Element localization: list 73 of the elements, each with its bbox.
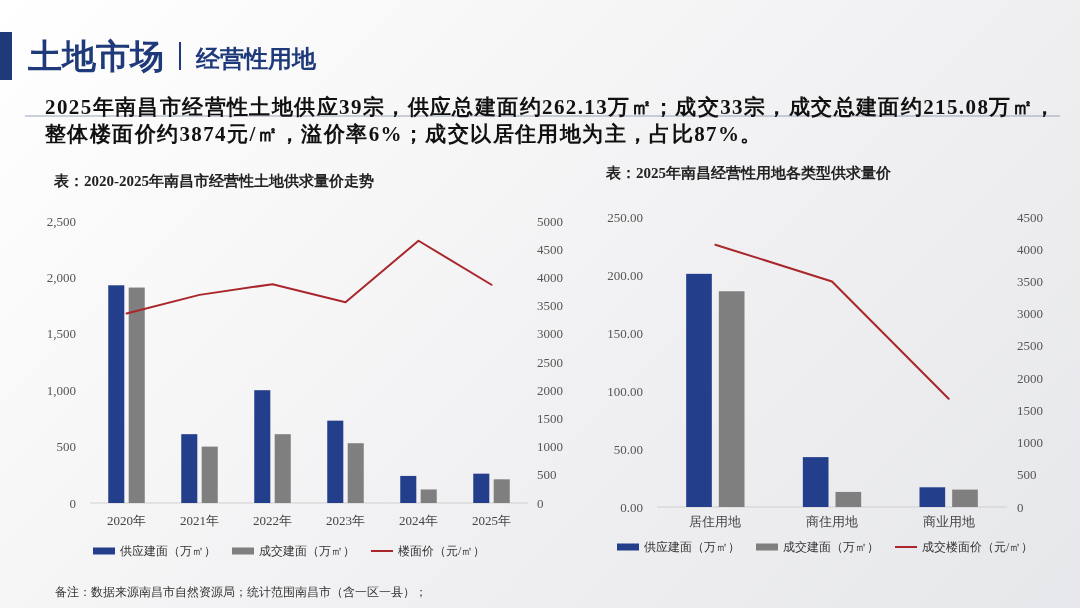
bar xyxy=(327,420,344,503)
legend-label: 成交建面（万㎡） xyxy=(259,544,355,559)
text: 经营性用地 xyxy=(195,46,317,72)
y2-tick-label: 4000 xyxy=(537,269,563,285)
y-tick-label: 1,000 xyxy=(46,382,76,398)
bar xyxy=(952,489,978,507)
x-tick-label: 商业用地 xyxy=(922,514,975,529)
y-tick-label: 500 xyxy=(56,439,76,455)
bar xyxy=(919,487,946,507)
y2-tick-label: 3000 xyxy=(537,326,563,342)
legend-label: 成交楼面价（元/㎡） xyxy=(922,540,1034,555)
y2-tick-label: 4000 xyxy=(1017,241,1043,257)
bar xyxy=(802,457,829,507)
legend-label: 供应建面（万㎡） xyxy=(644,540,740,555)
y2-tick-label: 5000 xyxy=(537,213,563,229)
x-tick-label: 2020年 xyxy=(107,513,146,528)
y-tick-label: 150.00 xyxy=(607,325,643,341)
y-tick-label: 2,000 xyxy=(46,269,76,285)
y-tick-label: 0 xyxy=(69,495,76,511)
text: 备注：数据来源南昌市自然资源局；统计范围南昌市（含一区一县）； xyxy=(55,585,427,599)
y2-tick-label: 500 xyxy=(1017,467,1037,483)
bar xyxy=(420,489,437,503)
legend-label: 供应建面（万㎡） xyxy=(120,544,216,559)
x-tick-label: 2022年 xyxy=(253,513,292,528)
legend-label: 楼面价（元/㎡） xyxy=(398,544,486,559)
text: 土地市场 xyxy=(27,38,164,75)
line-series xyxy=(125,239,493,315)
bar xyxy=(835,491,862,507)
bar xyxy=(254,390,271,503)
bar xyxy=(128,287,145,503)
x-tick-label: 2024年 xyxy=(399,513,438,528)
x-tick-label: 2025年 xyxy=(472,513,511,528)
y-tick-label: 0.00 xyxy=(620,499,643,515)
x-tick-label: 居住用地 xyxy=(689,514,742,529)
bar xyxy=(181,434,198,503)
bar xyxy=(718,291,745,507)
text: 2025年南昌市经营性土地供应39宗，供应总建面约262.13万㎡；成交33宗，成交总建面约215.08万㎡，整体楼面价约3874元/㎡，溢价率6%；成交以居住用地为主，占比87%。 xyxy=(44,95,1057,146)
y2-tick-label: 0 xyxy=(537,495,544,511)
y2-tick-label: 4500 xyxy=(537,241,563,257)
x-tick-label: 2023年 xyxy=(326,513,365,528)
y-tick-label: 50.00 xyxy=(613,441,643,457)
legend-label: 成交建面（万㎡） xyxy=(783,540,879,555)
y-tick-label: 2,500 xyxy=(46,213,76,229)
y2-tick-label: 3500 xyxy=(1017,273,1043,289)
y-tick-label: 250.00 xyxy=(607,209,643,225)
y2-tick-label: 3000 xyxy=(1017,306,1043,322)
x-tick-label: 商住用地 xyxy=(806,514,858,529)
y2-tick-label: 1000 xyxy=(1017,435,1043,451)
bar xyxy=(347,443,364,503)
y-tick-label: 1,500 xyxy=(46,326,76,342)
bar xyxy=(400,475,417,503)
y2-tick-label: 3500 xyxy=(537,298,563,314)
bar xyxy=(686,273,712,507)
y2-tick-label: 1500 xyxy=(537,410,563,426)
y2-tick-label: 2500 xyxy=(537,354,563,370)
y2-tick-label: 4500 xyxy=(1017,209,1043,225)
x-tick-label: 2021年 xyxy=(180,513,219,528)
chart-title: 表：2020-2025年南昌市经营性土地供求量价走势 xyxy=(53,172,374,189)
bar xyxy=(201,446,218,503)
chart-title: 表：2025年南昌经营性用地各类型供求量价 xyxy=(605,165,892,181)
y2-tick-label: 500 xyxy=(537,467,557,483)
y2-tick-label: 1000 xyxy=(537,439,563,455)
bar xyxy=(473,473,490,503)
y2-tick-label: 1500 xyxy=(1017,402,1043,418)
bar xyxy=(108,285,125,503)
y2-tick-label: 2500 xyxy=(1017,338,1043,354)
y-tick-label: 200.00 xyxy=(607,267,643,283)
bar xyxy=(493,479,510,503)
y-tick-label: 100.00 xyxy=(607,383,643,399)
y2-tick-label: 0 xyxy=(1017,499,1024,515)
y2-tick-label: 2000 xyxy=(537,382,563,398)
bar xyxy=(274,434,291,503)
y2-tick-label: 2000 xyxy=(1017,370,1043,386)
